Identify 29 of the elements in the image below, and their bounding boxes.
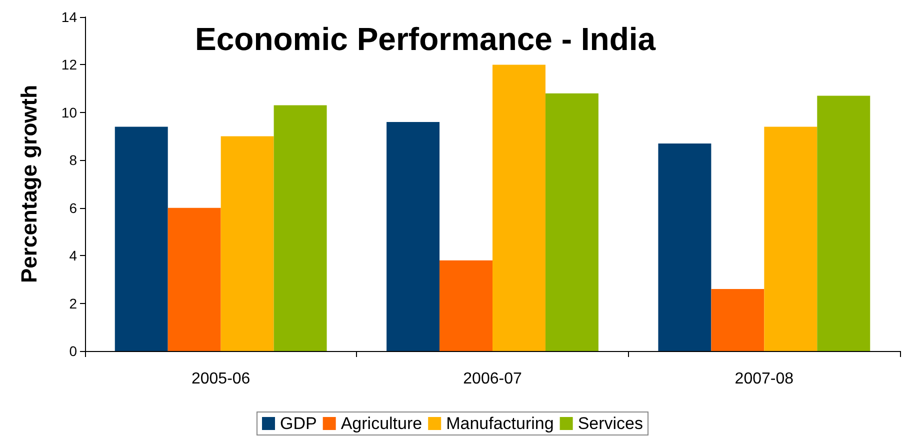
legend-label: Manufacturing: [446, 414, 554, 433]
bar: [274, 105, 327, 351]
bar: [114, 126, 168, 351]
bar: [492, 64, 546, 351]
y-tick-label: 10: [61, 104, 78, 120]
y-tick-label: 0: [69, 343, 78, 359]
bar: [440, 260, 492, 351]
y-tick-label: 2: [69, 295, 78, 312]
x-tick-label: 2007-08: [734, 370, 794, 388]
x-tick-label: 2006-07: [463, 370, 522, 388]
bar: [168, 208, 221, 351]
legend-label: Agriculture: [340, 414, 422, 433]
bar: [545, 93, 598, 351]
y-tick-label: 4: [69, 248, 78, 264]
chart-title: Economic Performance - India: [195, 21, 656, 57]
bar: [817, 96, 870, 351]
y-tick-label: 12: [61, 56, 78, 73]
bar: [658, 143, 712, 351]
y-axis-title: Percentage growth: [16, 84, 42, 284]
y-tick-label: 8: [69, 152, 78, 168]
bar: [711, 288, 764, 351]
bar: [386, 122, 440, 351]
legend-label: Services: [578, 414, 644, 433]
x-tick-label: 2005-06: [191, 370, 250, 388]
y-tick-label: 14: [61, 9, 78, 25]
legend-label: GDP: [280, 414, 317, 433]
y-tick-label: 6: [69, 200, 78, 216]
bar: [220, 136, 274, 351]
bar: [764, 126, 818, 351]
